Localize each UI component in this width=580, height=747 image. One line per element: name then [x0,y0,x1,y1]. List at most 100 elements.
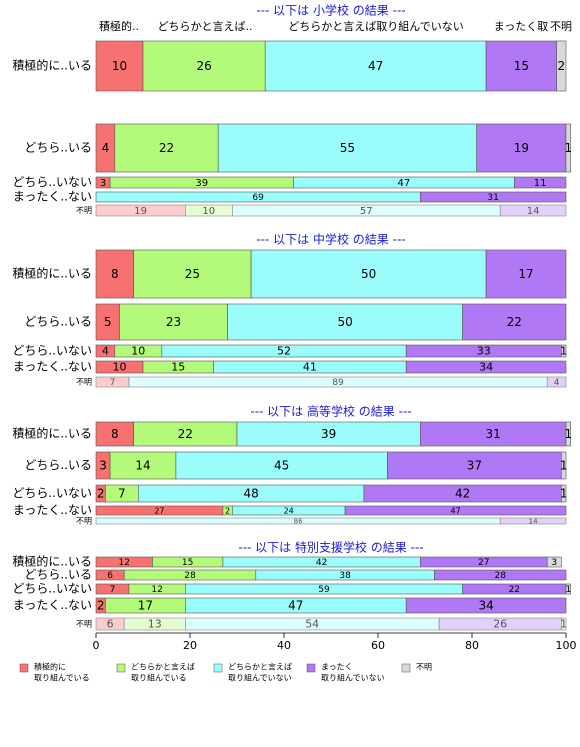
bar-segment [434,569,567,581]
data-label: 4 [102,141,110,155]
data-label: 33 [477,345,491,358]
data-label: 7 [110,378,116,388]
x-tick-label: 80 [465,639,479,652]
data-label: 47 [368,59,383,73]
data-label: 27 [478,558,489,568]
data-label: 1 [560,618,567,631]
bar-segment [227,303,463,341]
column-header: 不明 [550,20,572,33]
data-label: 34 [479,361,493,374]
column-header: どちらかと言えば.. [158,20,253,33]
data-label: 1 [565,141,573,155]
data-label: 17 [138,599,153,613]
bar-segment [565,123,571,173]
data-label: 14 [527,206,540,217]
bar-segment [546,556,562,568]
bar-segment [462,303,567,341]
data-label: 25 [185,267,200,281]
data-label: 27 [154,507,164,516]
data-label: 52 [277,345,291,358]
data-label: 45 [274,459,289,473]
data-label: 41 [303,361,317,374]
data-label: 14 [529,518,538,526]
panel-title: --- 以下は 小学校 の結果 --- [256,3,405,18]
data-label: 10 [112,59,127,73]
bar-segment [109,451,177,480]
data-label: 26 [196,59,211,73]
data-label: 39 [195,178,208,189]
bar-segment [499,517,567,525]
legend-label: 積極的に [34,662,66,672]
data-label: 38 [339,571,351,581]
row-label: どちら..いない [12,582,92,596]
bar-segment [133,421,238,447]
data-label: 55 [340,141,355,155]
x-tick-label: 100 [556,639,577,652]
panel-title: --- 以下は 高等学校 の結果 --- [250,404,411,419]
data-label: 10 [131,345,145,358]
data-label: 6 [107,618,114,631]
row-label: どちら..いる [24,141,92,155]
bar-segment [250,249,487,299]
data-label: 42 [316,558,327,568]
legend-label: どちらかと言えば [228,662,292,672]
bar-segment [142,40,266,92]
data-label: 3 [99,459,107,473]
legend-swatch [213,663,223,673]
data-label: 1 [560,345,567,358]
bar-segment [387,451,562,480]
bar-segment [264,40,487,92]
data-label: 17 [518,267,533,281]
legend-label: 不明 [416,663,432,672]
data-label: 19 [514,141,529,155]
data-label: 13 [148,618,162,631]
data-label: 22 [507,315,522,329]
bar-segment [565,583,571,595]
data-label: 57 [360,206,373,217]
bar-segment [95,40,144,92]
bar-segment [546,376,567,388]
bar-segment [476,123,567,173]
column-header: まったく取 [494,20,549,33]
row-label: まったく..ない [13,598,92,612]
legend-label: どちらかと言えば [131,662,195,672]
bar-segment [560,617,567,631]
data-label: 48 [243,487,258,501]
row-label: まったく..ない [13,503,92,517]
data-label: 2 [97,599,105,613]
row-label: どちら..いない [12,175,92,189]
data-label: 1 [560,459,568,473]
row-label: 積極的に..いる [12,554,92,569]
legend-swatch [19,663,29,673]
data-label: 28 [494,571,506,581]
x-tick-label: 60 [371,639,385,652]
data-label: 54 [305,618,319,631]
data-label: 22 [509,585,520,595]
legend-label: 取り組んでいない [228,673,292,683]
panel-title: --- 以下は 特別支援学校 の結果 --- [238,540,423,555]
data-label: 10 [202,206,215,217]
data-label: 4 [554,378,560,388]
data-label: 31 [487,193,498,203]
row-label: 不明 [76,517,92,526]
row-label: 積極的に..いる [12,426,92,441]
column-header: どちらかと言えば取り組んでいない [288,20,463,33]
row-label: 不明 [76,378,92,387]
data-label: 31 [486,427,501,441]
legend-label: 取り組んでいる [131,673,187,683]
bar-segment [556,40,567,92]
bar-segment [565,421,571,447]
bar-segment [217,123,477,173]
data-label: 8 [111,267,119,281]
legend-label: 取り組んでいる [34,673,90,683]
bar-segment [119,303,228,341]
data-label: 24 [284,507,294,516]
bar-segment [499,204,567,217]
data-label: 11 [534,178,547,189]
data-label: 26 [493,618,507,631]
data-label: 69 [252,193,264,203]
column-header: 積極的.. [99,19,139,33]
data-label: 50 [361,267,376,281]
data-label: 34 [478,599,493,613]
bar-segment [133,249,252,299]
